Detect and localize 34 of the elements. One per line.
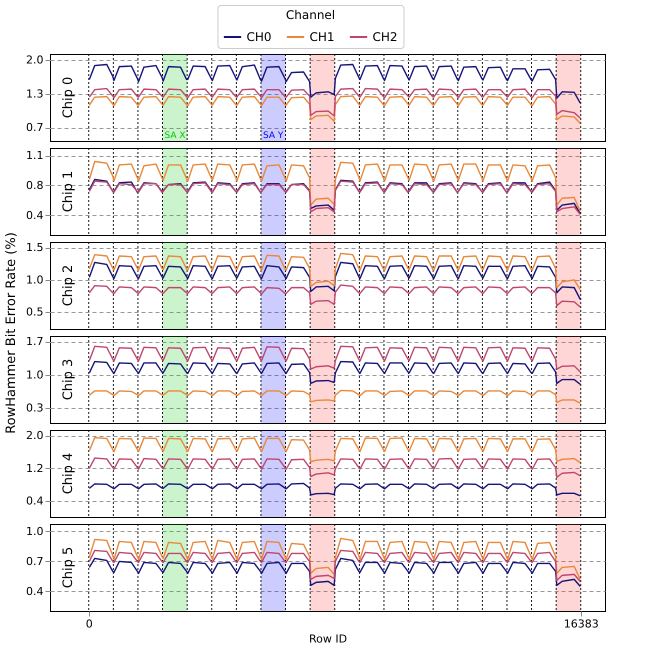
text: Chip 1 [61,170,76,212]
y-tick-label: 1.0 [26,524,44,538]
x-tick-label: 0 [86,618,93,630]
legend-label: CH1 [310,30,335,44]
text: Chip 2 [61,264,76,306]
text: Chip 3 [61,358,76,400]
y-tick-label: 0.8 [26,178,44,192]
y-tick-label: 0.5 [26,306,44,319]
y-tick-label: 0.4 [26,584,44,598]
y-tick-label: 0.4 [26,494,44,508]
text: Chip 5 [61,546,76,588]
legend-title: Channel [286,8,336,22]
band-label: SA Y [262,131,284,141]
x-tick-label: 16383 [564,618,599,630]
y-tick-label: 1.1 [26,149,44,162]
y-tick-label: 2.0 [26,54,44,67]
band-label: SA X [164,131,186,141]
y-tick-label: 1.3 [26,87,44,100]
y-tick-label: 1.0 [26,368,44,382]
y-tick-label: 1.2 [26,462,44,475]
y-axis-title: RowHammer Bit Error Rate (%) [4,232,20,434]
legend-label: CH0 [246,30,272,44]
text: Chip 0 [61,76,76,118]
y-tick-label: 1.7 [26,335,44,348]
y-tick-label: 2.0 [26,429,44,442]
y-tick-label: 1.0 [26,273,44,286]
x-axis-title: Row ID [308,632,348,646]
y-tick-label: 0.7 [26,554,44,568]
y-tick-label: 0.7 [26,121,44,134]
y-tick-label: 0.4 [26,208,44,222]
y-tick-label: 1.5 [26,241,44,254]
legend-label: CH2 [372,30,398,44]
text: Chip 4 [61,452,76,494]
y-tick-label: 0.3 [26,402,44,415]
